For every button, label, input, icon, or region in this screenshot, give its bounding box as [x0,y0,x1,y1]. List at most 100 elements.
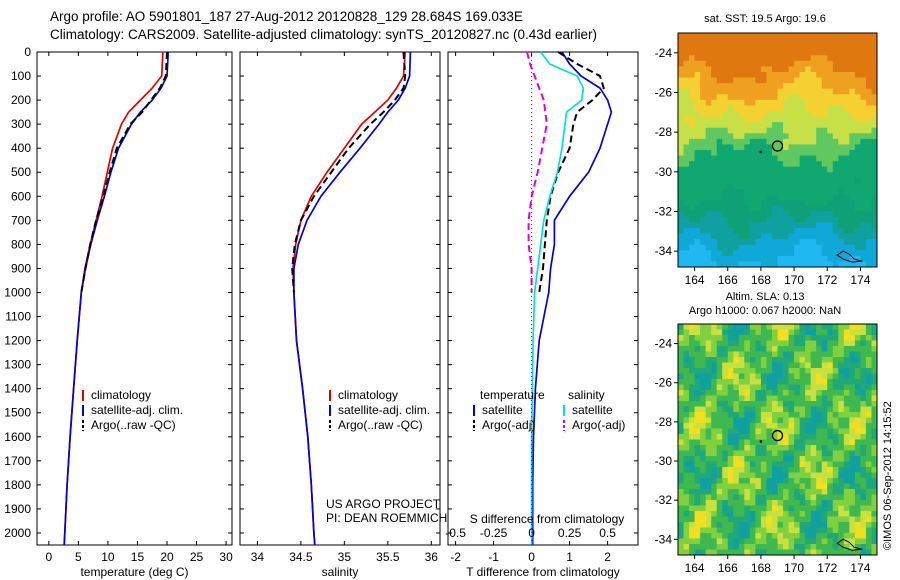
map-cell [749,211,756,218]
map-cell [689,412,695,418]
map-cell [860,177,867,184]
map-cell [810,368,817,374]
map-cell [722,99,729,106]
map-cell [760,340,767,347]
map-cell [843,445,850,451]
map-cell [760,138,767,145]
map-cell [689,60,695,67]
map-cell [860,456,867,462]
map-cell [816,335,823,341]
map-cell [849,434,856,440]
map-cell [788,216,795,223]
map-cell [700,428,707,435]
map-cell [794,55,801,62]
map-cell [694,472,701,479]
map-cell [865,544,872,550]
map-cell [843,138,850,145]
map-cell [838,329,845,336]
map-cell [854,533,861,539]
map-cell [727,155,734,162]
map-cell [766,379,773,385]
map-cell [722,133,729,140]
map-cell [705,261,712,268]
map-cell [700,38,707,45]
map-cell [838,445,845,451]
map-cell [816,511,823,517]
map-cell [843,194,850,201]
map-cell [783,60,789,67]
map-cell [871,478,878,484]
map-cell [766,200,773,207]
map-cell [744,461,751,468]
map-cell [783,395,789,402]
map-cell [683,183,690,190]
map-cell [788,467,795,473]
map-cell [794,373,801,380]
map-cell [777,239,784,246]
map-cell [854,33,861,39]
map-cell [760,194,767,201]
map-cell [805,456,812,462]
map-cell [805,144,812,151]
map-cell [716,177,723,184]
map-cell [738,450,745,457]
map-cell [749,544,756,550]
map-cell [794,200,801,207]
map-cell [799,127,806,134]
map-cell [766,483,773,490]
map-cell [849,417,856,424]
map-cell [783,401,789,407]
map-cell [700,88,707,95]
map-cell [843,216,850,223]
map-cell [771,549,778,556]
map-cell [733,88,740,95]
map-cell [711,144,718,151]
map-cell [849,335,856,341]
map-cell [832,244,839,251]
map-cell [722,216,729,223]
map-cell [749,401,756,407]
map-cell [783,239,789,246]
map-cell [821,200,828,207]
map-cell [777,194,784,201]
map-cell [711,166,718,173]
map-cell [700,340,707,347]
map-cell [860,166,867,173]
map-cell [733,222,740,229]
map-cell [849,395,856,402]
map-cell [805,522,812,528]
map-cell [860,239,867,246]
map-cell [810,522,817,528]
map-cell [771,83,778,90]
map-cell [722,55,729,62]
map-cell [749,161,756,168]
map-cell [854,244,861,251]
map-cell [771,346,778,352]
map-cell [760,60,767,67]
map-cell [860,228,867,234]
map-cell [849,373,856,380]
map-cell [821,189,828,195]
map-cell [810,216,817,223]
map-cell [733,368,740,374]
map-cell [705,461,712,468]
map-cell [805,406,812,413]
map-cell [738,105,745,112]
legend-title: salinity [568,388,605,402]
map-cell [799,533,806,539]
map-cell [727,172,734,179]
map-cell [678,205,684,212]
map-cell [716,461,723,468]
map-cell [733,200,740,207]
map-cell [816,261,823,268]
map-cell [760,456,767,462]
map-cell [683,44,690,51]
map-cell [766,428,773,435]
map-cell [711,406,718,413]
map-cell [871,155,878,162]
map-cell [766,155,773,162]
map-cell [744,194,751,201]
map-cell [865,244,872,251]
saxis-label: S difference from climatology [470,512,625,526]
map-cell [738,478,745,484]
